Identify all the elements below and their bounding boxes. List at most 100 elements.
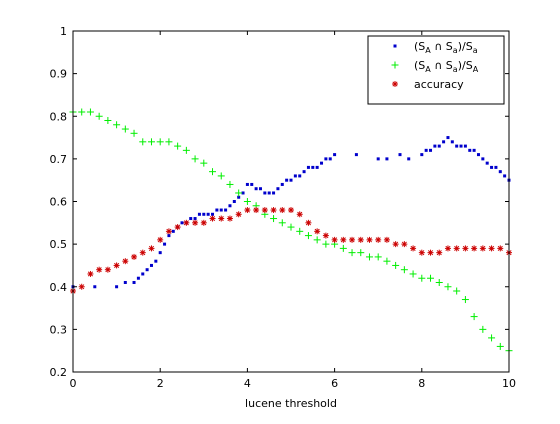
y-tick-label: 0.2 xyxy=(50,366,68,379)
x-tick-labels: 0 2 4 6 8 10 xyxy=(70,377,517,390)
data-point xyxy=(437,144,441,148)
marker-dot xyxy=(320,161,324,165)
legend-label-1: (SA ∩ Sa)/SA xyxy=(414,59,479,74)
marker-d2 xyxy=(462,245,468,251)
marker-d2 xyxy=(131,254,137,260)
legend-subscript: a xyxy=(453,65,458,74)
data-point xyxy=(250,182,254,186)
data-point xyxy=(78,108,86,116)
data-point xyxy=(183,219,190,226)
marker-dot xyxy=(267,191,271,195)
marker-d2 xyxy=(271,207,277,213)
data-point xyxy=(481,157,485,161)
marker-d2 xyxy=(393,241,399,247)
data-point xyxy=(182,146,190,154)
data-point xyxy=(427,249,434,256)
marker-d2 xyxy=(471,245,477,251)
data-point xyxy=(78,283,85,290)
data-point xyxy=(470,313,478,321)
data-point xyxy=(349,236,356,243)
data-point xyxy=(280,182,284,186)
x-tick-label: 2 xyxy=(157,377,164,390)
data-point xyxy=(375,236,382,243)
marker-dot xyxy=(407,157,411,161)
marker-dot xyxy=(93,285,97,289)
marker-dot xyxy=(167,234,171,238)
data-point xyxy=(86,108,94,116)
y-tick-label: 0.4 xyxy=(50,281,68,294)
marker-d2 xyxy=(253,207,259,213)
marker-dot xyxy=(241,191,245,195)
marker-dot xyxy=(446,136,450,140)
data-point xyxy=(189,217,193,221)
data-point xyxy=(149,263,153,267)
data-point xyxy=(263,191,267,195)
data-point xyxy=(241,191,245,195)
marker-dot xyxy=(354,153,358,157)
data-point xyxy=(219,208,223,212)
marker-dot xyxy=(490,165,494,169)
legend-text: (S xyxy=(414,40,425,53)
marker-dot xyxy=(424,148,428,152)
marker-dot xyxy=(429,148,433,152)
legend-subscript: A xyxy=(473,65,479,74)
data-point xyxy=(217,172,225,180)
marker-d2 xyxy=(323,233,329,239)
marker-dot xyxy=(145,268,149,272)
marker-dot xyxy=(224,208,228,212)
data-point xyxy=(490,165,494,169)
data-point xyxy=(450,140,454,144)
data-point xyxy=(398,153,402,157)
data-point xyxy=(165,228,172,235)
marker-dot xyxy=(302,170,306,174)
data-point xyxy=(472,148,476,152)
data-point xyxy=(348,249,356,257)
marker-d2 xyxy=(454,245,460,251)
data-point xyxy=(206,212,210,216)
data-point xyxy=(296,211,303,218)
marker-d2 xyxy=(288,207,294,213)
marker-dot xyxy=(476,153,480,157)
marker-d2 xyxy=(392,81,398,87)
data-point xyxy=(130,129,138,137)
data-point xyxy=(174,224,181,231)
marker-dot xyxy=(154,259,158,263)
data-point xyxy=(279,207,286,214)
data-point xyxy=(165,138,173,146)
marker-dot xyxy=(197,212,201,216)
marker-d2 xyxy=(332,237,338,243)
marker-dot xyxy=(459,144,463,148)
legend-subscript: A xyxy=(425,65,431,74)
marker-dot xyxy=(163,242,167,246)
data-point xyxy=(278,219,286,227)
marker-d2 xyxy=(384,237,390,243)
marker-dot xyxy=(193,217,197,221)
data-point xyxy=(123,280,127,284)
data-point xyxy=(476,153,480,157)
data-point xyxy=(357,249,365,257)
y-tick-label: 0.5 xyxy=(50,238,68,251)
marker-dot xyxy=(306,165,310,169)
legend-label-2: accuracy xyxy=(414,78,464,91)
data-point xyxy=(331,236,338,243)
marker-d2 xyxy=(489,245,495,251)
data-point xyxy=(407,157,411,161)
marker-dot xyxy=(437,144,441,148)
y-tick-labels: 0.2 0.3 0.4 0.5 0.6 0.7 0.8 0.9 1 xyxy=(50,25,68,379)
data-point xyxy=(429,148,433,152)
marker-d2 xyxy=(218,215,224,222)
marker-dot xyxy=(285,178,289,182)
marker-d2 xyxy=(358,237,364,243)
data-point xyxy=(180,221,184,225)
data-point xyxy=(96,266,103,273)
marker-d2 xyxy=(445,245,451,251)
data-point xyxy=(270,207,277,214)
series-2 xyxy=(70,207,512,295)
data-point xyxy=(305,219,312,226)
data-point xyxy=(254,187,258,191)
marker-dot xyxy=(263,191,267,195)
data-point xyxy=(272,191,276,195)
marker-dot xyxy=(258,187,262,191)
marker-d2 xyxy=(148,245,155,251)
